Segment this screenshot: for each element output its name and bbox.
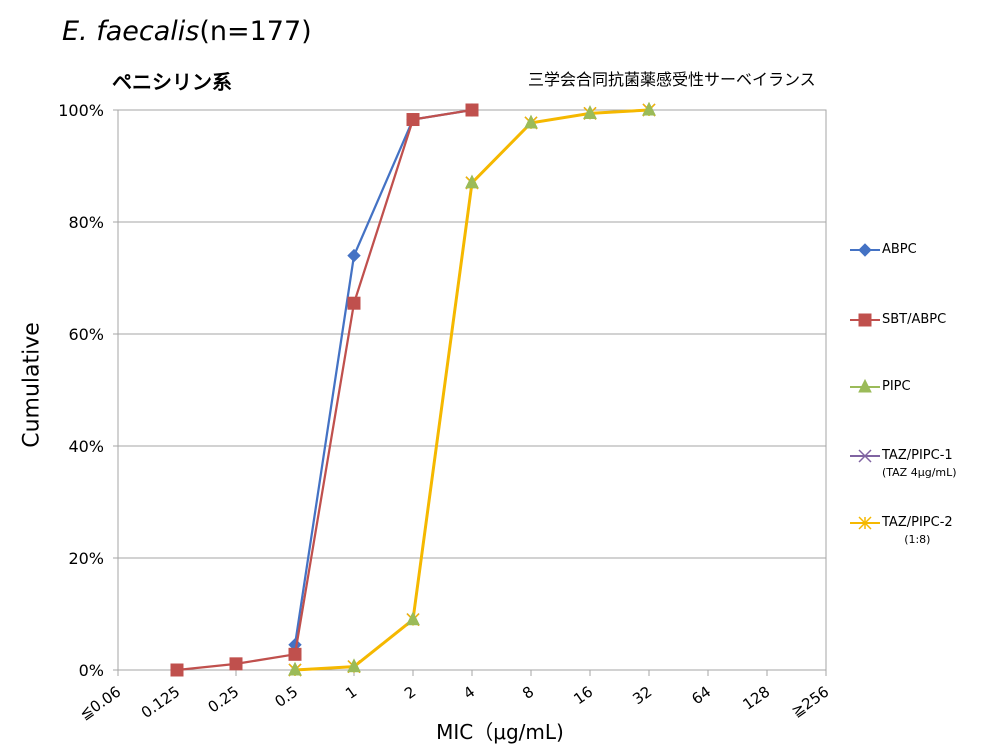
series-line xyxy=(294,108,650,672)
data-point xyxy=(858,313,872,327)
legend-swatch xyxy=(850,378,880,393)
x-tick-label: 2 xyxy=(401,683,419,703)
data-point xyxy=(642,101,656,116)
legend-item: ABPC xyxy=(848,241,917,258)
source-label: 三学会合同抗菌薬感受性サーベイランス xyxy=(528,70,816,89)
x-tick-label: 1 xyxy=(342,683,360,703)
y-tick-label: 100% xyxy=(58,101,104,120)
data-point xyxy=(347,658,361,673)
y-tick-label: 60% xyxy=(68,325,104,344)
x-tick-label: 4 xyxy=(460,683,478,703)
data-point xyxy=(583,105,597,119)
x-tick-label: 0.25 xyxy=(205,683,243,717)
data-point xyxy=(465,103,479,117)
data-point xyxy=(229,657,243,671)
legend-series-name: SBT/ABPC xyxy=(882,312,947,327)
species-name: E. faecalis xyxy=(62,16,200,47)
data-point xyxy=(347,296,361,310)
chart-series xyxy=(170,101,656,677)
legend-label: PIPC xyxy=(882,378,911,395)
data-point xyxy=(288,661,302,676)
data-point xyxy=(347,248,361,263)
data-point xyxy=(406,611,420,626)
legend-label: TAZ/PIPC-1 (TAZ 4μg/mL) xyxy=(882,447,957,481)
sample-size: (n=177) xyxy=(199,16,312,47)
x-tick-label: 16 xyxy=(570,683,596,709)
legend-series-name: PIPC xyxy=(882,379,911,394)
data-point xyxy=(858,243,872,257)
legend-label: SBT/ABPC xyxy=(882,311,946,328)
legend-item: TAZ/PIPC-2 (1:8) xyxy=(848,514,953,548)
legend-item: SBT/ABPC xyxy=(848,311,946,328)
series-abpc xyxy=(288,103,479,652)
series-line xyxy=(176,108,473,672)
data-point xyxy=(406,113,420,127)
legend-item: TAZ/PIPC-1 (TAZ 4μg/mL) xyxy=(848,447,957,481)
x-tick-label: 32 xyxy=(629,683,655,709)
legend-swatch xyxy=(850,516,880,530)
legend-swatch xyxy=(850,449,880,463)
legend-series-note: (TAZ 4μg/mL) xyxy=(882,466,957,479)
legend-label: TAZ/PIPC-2 (1:8) xyxy=(882,514,953,548)
legend-series-note: (1:8) xyxy=(904,533,931,546)
y-tick-label: 20% xyxy=(68,549,104,568)
x-tick-label: 64 xyxy=(688,683,714,709)
data-point xyxy=(858,378,872,393)
legend-series-name: TAZ/PIPC-1 xyxy=(882,448,953,463)
series-taz-pipc-2 xyxy=(288,101,656,677)
data-point xyxy=(858,516,872,530)
data-point xyxy=(524,114,538,129)
y-tick-label: 0% xyxy=(79,661,104,680)
legend-series-name: TAZ/PIPC-2 xyxy=(882,515,953,530)
drug-class-label: ペニシリン系 xyxy=(112,70,232,94)
legend-swatch xyxy=(850,313,880,327)
legend-swatch xyxy=(850,243,880,257)
legend-item: PIPC xyxy=(848,378,911,395)
series-sbt-abpc xyxy=(170,103,479,677)
y-tick-label: 80% xyxy=(68,213,104,232)
x-tick-label: 128 xyxy=(740,683,774,714)
data-point xyxy=(465,174,479,189)
y-tick-label: 40% xyxy=(68,437,104,456)
legend-series-name: ABPC xyxy=(882,242,917,257)
x-tick-label: 8 xyxy=(519,683,537,703)
legend-label: ABPC xyxy=(882,241,917,258)
data-point xyxy=(170,663,184,677)
y-tick-labels: 0% 20% 40% 60% 80% 100% xyxy=(58,101,104,680)
data-point xyxy=(858,449,872,463)
x-axis-label: MIC（μg/mL) xyxy=(436,720,564,744)
chart-title: E. faecalis(n=177) xyxy=(62,16,312,47)
y-axis-label: Cumulative xyxy=(19,322,45,448)
x-tick-label: 0.5 xyxy=(271,683,301,711)
data-point xyxy=(288,647,302,661)
